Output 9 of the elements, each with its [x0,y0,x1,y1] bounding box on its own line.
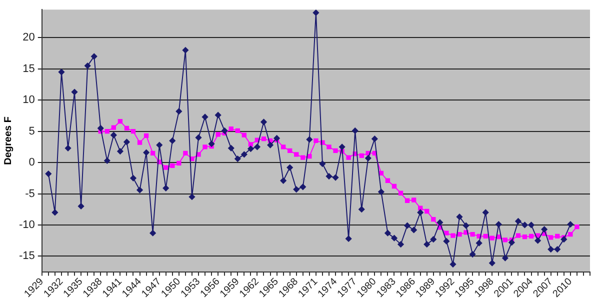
y-tick-label: 10 [22,94,35,106]
y-tick-label: 5 [28,125,35,138]
y-tick-label: 20 [22,32,35,44]
y-tick-label: 0 [28,156,35,169]
y-tick-label: -10 [18,218,35,231]
y-tick-label: 15 [22,62,35,75]
y-axis-title: Degrees F [2,116,14,165]
y-tick-label: -5 [25,188,35,200]
y-tick-label: -15 [18,250,35,262]
